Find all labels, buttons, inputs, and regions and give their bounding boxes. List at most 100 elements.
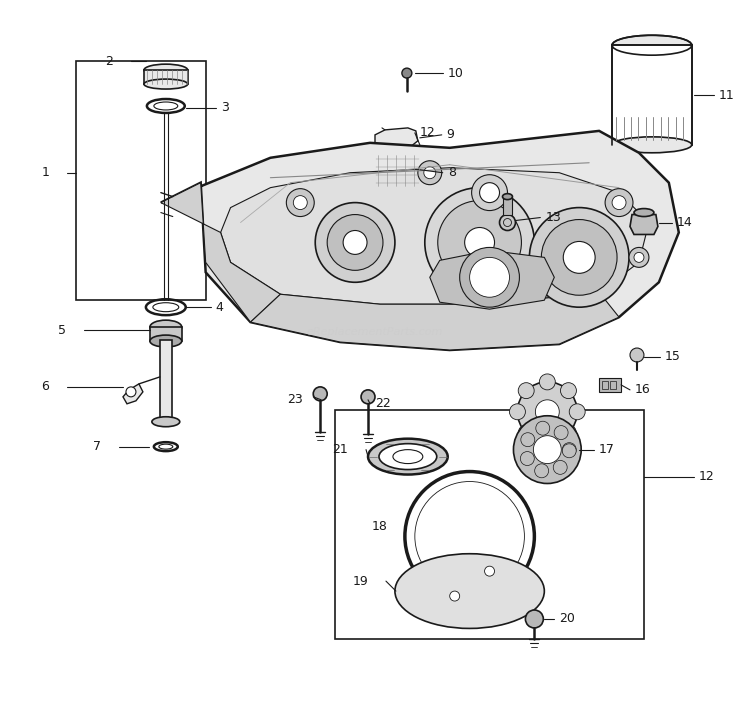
Circle shape	[634, 253, 644, 262]
Text: 23: 23	[287, 393, 303, 407]
Circle shape	[554, 426, 568, 439]
Text: 2: 2	[105, 55, 113, 68]
Circle shape	[450, 591, 460, 601]
Circle shape	[424, 167, 436, 179]
Circle shape	[520, 433, 535, 446]
Circle shape	[361, 390, 375, 404]
Polygon shape	[123, 384, 143, 404]
Circle shape	[542, 219, 617, 295]
Circle shape	[520, 451, 534, 466]
Circle shape	[479, 183, 500, 203]
Circle shape	[286, 189, 314, 216]
Text: 19: 19	[352, 575, 368, 587]
Circle shape	[536, 400, 560, 424]
Polygon shape	[375, 153, 420, 188]
Circle shape	[509, 404, 526, 420]
Ellipse shape	[379, 444, 436, 469]
Circle shape	[560, 425, 577, 441]
Circle shape	[470, 257, 509, 297]
Circle shape	[554, 461, 567, 474]
Text: 16: 16	[635, 383, 651, 397]
Circle shape	[562, 444, 576, 458]
Text: 17: 17	[599, 443, 615, 456]
Circle shape	[415, 481, 524, 591]
Circle shape	[472, 174, 508, 211]
Circle shape	[605, 189, 633, 216]
Bar	[602, 381, 608, 389]
Circle shape	[539, 374, 555, 390]
Circle shape	[630, 348, 644, 362]
Circle shape	[560, 382, 577, 399]
Circle shape	[126, 387, 136, 397]
Circle shape	[518, 382, 578, 441]
Circle shape	[539, 434, 555, 450]
Bar	[612, 46, 692, 145]
Circle shape	[343, 231, 367, 254]
Polygon shape	[630, 214, 658, 234]
Circle shape	[484, 566, 494, 576]
Text: 5: 5	[58, 323, 66, 337]
Text: 22: 22	[375, 397, 391, 410]
Text: 7: 7	[93, 440, 101, 453]
Circle shape	[563, 241, 596, 273]
Ellipse shape	[144, 64, 188, 76]
Circle shape	[530, 208, 629, 307]
Text: 12: 12	[699, 470, 715, 483]
Circle shape	[500, 214, 515, 231]
Ellipse shape	[159, 444, 172, 449]
Ellipse shape	[612, 36, 692, 55]
Polygon shape	[430, 251, 554, 309]
Circle shape	[418, 161, 442, 184]
Circle shape	[526, 610, 543, 628]
Bar	[150, 327, 182, 341]
Circle shape	[518, 425, 534, 441]
Circle shape	[629, 248, 649, 267]
Ellipse shape	[395, 554, 544, 629]
Text: 18: 18	[372, 520, 388, 533]
Ellipse shape	[152, 417, 180, 426]
Bar	[160, 340, 172, 422]
Ellipse shape	[503, 194, 512, 199]
Polygon shape	[375, 128, 418, 151]
Text: 9: 9	[447, 128, 454, 142]
Text: 21: 21	[332, 443, 348, 456]
Bar	[76, 61, 206, 300]
Ellipse shape	[634, 209, 654, 216]
Text: 8: 8	[448, 166, 456, 179]
Circle shape	[612, 196, 626, 209]
Circle shape	[518, 382, 534, 399]
Text: 1: 1	[41, 166, 50, 179]
Circle shape	[465, 228, 494, 257]
Text: 6: 6	[41, 380, 50, 393]
Ellipse shape	[154, 102, 178, 110]
Circle shape	[535, 464, 549, 478]
Bar	[335, 410, 644, 639]
Ellipse shape	[368, 439, 448, 474]
Text: 12: 12	[420, 126, 436, 140]
Circle shape	[315, 203, 395, 282]
Bar	[503, 197, 512, 214]
Polygon shape	[160, 183, 280, 322]
Polygon shape	[160, 131, 679, 350]
Ellipse shape	[150, 335, 182, 347]
Text: 10: 10	[448, 67, 464, 80]
Text: 3: 3	[220, 102, 229, 115]
Circle shape	[424, 188, 535, 297]
Bar	[599, 378, 621, 392]
Circle shape	[460, 248, 520, 307]
Circle shape	[293, 196, 308, 209]
Ellipse shape	[153, 303, 178, 312]
Circle shape	[514, 416, 581, 483]
Circle shape	[533, 436, 561, 464]
Text: 20: 20	[560, 612, 575, 625]
Text: 11: 11	[718, 88, 734, 102]
Text: 14: 14	[676, 216, 692, 229]
Text: eReplacementParts.com: eReplacementParts.com	[307, 327, 443, 337]
Polygon shape	[251, 292, 619, 350]
Circle shape	[402, 68, 412, 78]
Ellipse shape	[144, 79, 188, 89]
Bar	[144, 70, 188, 84]
Circle shape	[562, 443, 576, 456]
Circle shape	[438, 201, 521, 284]
Text: 4: 4	[215, 300, 223, 314]
